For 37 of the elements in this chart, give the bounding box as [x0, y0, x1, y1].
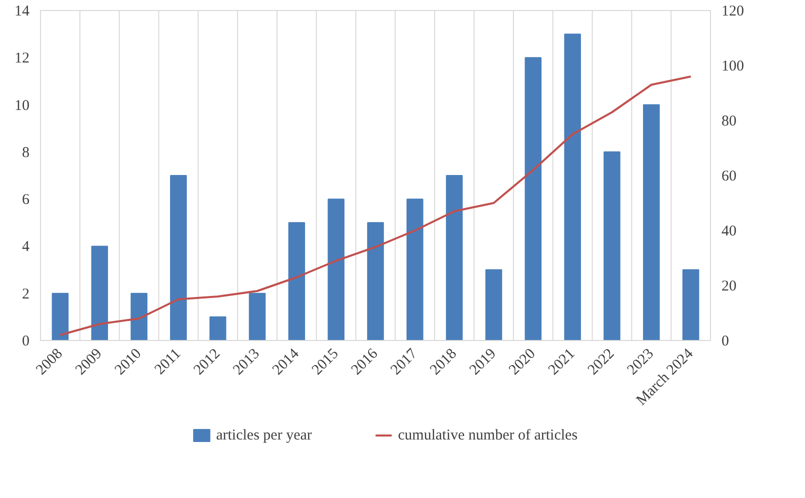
bar	[485, 269, 502, 340]
y-tick-label: 4	[22, 239, 30, 256]
y2-tick-label: 60	[722, 168, 736, 184]
y-tick-label: 6	[22, 192, 30, 208]
x-tick-label: 2021	[546, 346, 578, 378]
legend-label: cumulative number of articles	[398, 428, 578, 444]
bar	[604, 151, 620, 340]
bar	[367, 222, 384, 340]
y2-tick-label: 40	[722, 224, 736, 240]
bar	[564, 34, 581, 340]
y2-tick-label: 100	[722, 58, 744, 74]
bar	[248, 292, 266, 340]
bar	[52, 292, 69, 340]
y-tick-label: 14	[14, 4, 30, 20]
y2-tick-label: 0	[722, 334, 729, 350]
bar	[328, 198, 344, 340]
x-tick-label: 2011	[152, 346, 184, 378]
y-tick-label: 12	[14, 50, 30, 67]
bar	[130, 292, 148, 340]
y2-tick-label: 80	[722, 114, 736, 130]
bar	[170, 175, 187, 340]
y-tick-label: 2	[22, 286, 30, 302]
bar	[288, 222, 306, 340]
bar	[91, 246, 108, 340]
y2-tick-label: 20	[722, 278, 736, 294]
bar	[682, 269, 700, 340]
legend-label: articles per year	[216, 428, 312, 444]
bar	[406, 198, 424, 340]
line-series	[59, 76, 692, 336]
y-tick-label: 8	[22, 144, 30, 161]
bar	[446, 175, 463, 340]
y-tick-label: 0	[22, 334, 30, 350]
y-tick-label: 10	[14, 98, 30, 114]
y2-tick-label: 120	[722, 4, 744, 20]
bar	[643, 104, 660, 340]
bar	[209, 316, 226, 340]
bar	[524, 57, 542, 340]
